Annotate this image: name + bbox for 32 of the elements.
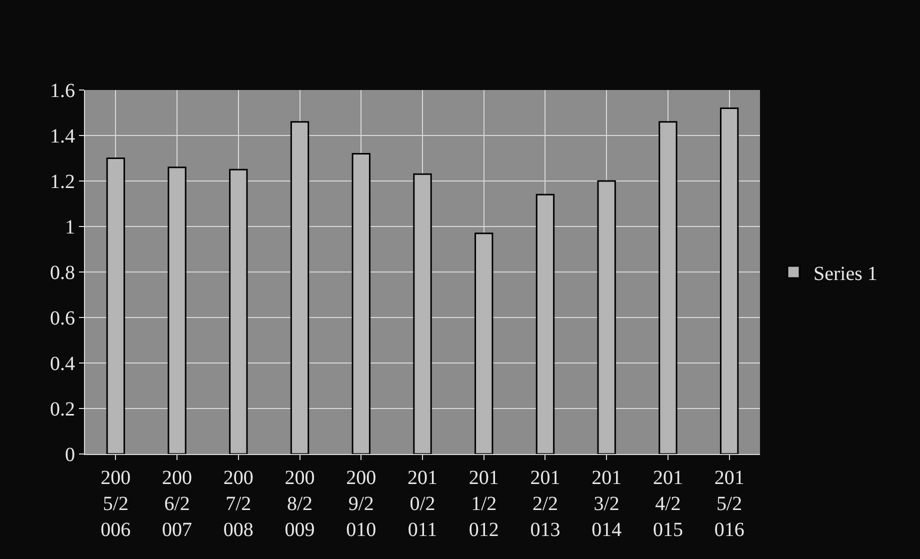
bar	[658, 121, 678, 454]
x-tick-label: 2013/2014	[592, 467, 622, 541]
x-tick-label: 2006/2007	[162, 467, 192, 541]
legend-label: Series 1	[814, 262, 878, 285]
x-tick-label: 2007/2008	[223, 467, 254, 541]
y-tick-label: 1.4	[50, 126, 75, 148]
y-tick-label: 1	[65, 216, 75, 238]
bar	[720, 107, 739, 454]
y-tick-label: 0.4	[50, 353, 75, 375]
x-tick-label: 2011/2012	[468, 467, 499, 541]
x-tick-label: 2014/2015	[652, 467, 683, 541]
y-tick-label: 0.2	[50, 398, 75, 420]
bar	[352, 152, 370, 454]
bar	[168, 166, 186, 454]
x-tick-label: 2005/2006	[100, 467, 131, 541]
y-tick-label: 1.2	[50, 171, 75, 193]
x-tick-label: 2009/2010	[346, 467, 376, 541]
y-tick-label: 0.6	[50, 308, 75, 330]
bar	[229, 168, 248, 454]
bar	[290, 121, 310, 454]
bar	[536, 194, 555, 454]
bar	[106, 158, 126, 454]
bar	[413, 173, 432, 454]
x-tick-label: 2012/2013	[530, 467, 560, 541]
x-tick-label: 2015/2016	[714, 467, 744, 541]
y-tick-label: 1.6	[50, 80, 75, 102]
bar	[597, 180, 616, 454]
bar	[474, 232, 494, 454]
x-tick-label: 2008/2009	[284, 467, 315, 541]
y-tick-label: 0.8	[50, 262, 75, 284]
y-tick-label: 0	[65, 444, 75, 466]
x-tick-label: 2010/2011	[408, 467, 438, 541]
